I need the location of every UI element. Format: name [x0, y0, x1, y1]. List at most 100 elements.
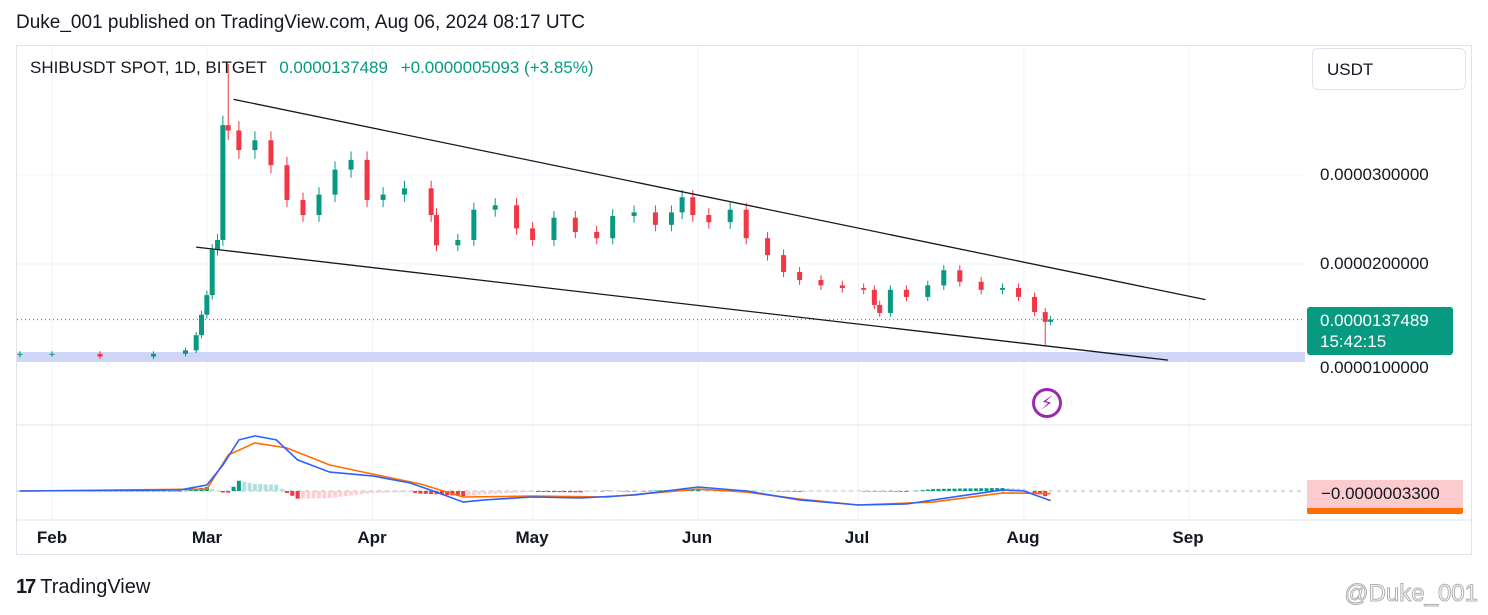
macd-histogram-bar [813, 491, 818, 492]
macd-histogram-bar [359, 491, 364, 495]
macd-histogram-bar [829, 491, 834, 492]
macd-histogram-bar [760, 490, 765, 492]
macd-histogram-bar [402, 491, 407, 493]
macd-histogram-bar [786, 491, 791, 492]
macd-histogram-bar [162, 491, 167, 492]
macd-value-label: −0.0000003300 [1307, 480, 1463, 508]
chart-frame[interactable] [16, 45, 1472, 555]
macd-histogram-bar [530, 491, 535, 492]
candle-body [861, 288, 867, 290]
macd-histogram-bar [172, 491, 177, 492]
candle-body [727, 209, 733, 223]
macd-histogram-bar [925, 489, 930, 491]
macd-histogram-bar [770, 490, 775, 492]
macd-histogram-bar [322, 491, 327, 499]
macd-histogram-bar [1016, 488, 1021, 491]
time-tick: Apr [357, 528, 387, 547]
macd-histogram-bar [391, 491, 396, 493]
publish-info: Duke_001 published on TradingView.com, A… [16, 12, 585, 33]
macd-histogram-bar [429, 491, 434, 495]
price-tick: 0.0000200000 [1320, 254, 1429, 273]
candle-body [225, 125, 231, 131]
macd-histogram-bar [872, 491, 877, 492]
candle-body [268, 140, 274, 166]
macd-histogram-bar [947, 488, 952, 491]
candle-body [1032, 296, 1038, 313]
candle-body [150, 353, 156, 357]
candle-body [887, 289, 893, 313]
lightning-bolt-icon[interactable]: ⚡︎ [1032, 388, 1062, 418]
macd-histogram-bar [600, 490, 605, 492]
macd-histogram-bar [333, 491, 338, 498]
macd-histogram-bar [103, 491, 108, 492]
tradingview-logo-icon: 17 [16, 576, 36, 598]
macd-histogram-bar [989, 488, 994, 491]
macd-histogram-bar [952, 488, 957, 491]
candle-body [193, 335, 199, 351]
macd-histogram-bar [455, 491, 460, 496]
candle-body [631, 212, 637, 216]
macd-histogram-bar [1032, 491, 1037, 493]
macd-histogram-bar [525, 491, 530, 493]
tradingview-logo[interactable]: 17 TradingView [16, 576, 150, 599]
candle-body [668, 212, 674, 225]
candle-body [97, 353, 103, 357]
macd-histogram-bar [114, 491, 119, 492]
macd-histogram-bar [626, 491, 631, 492]
macd-histogram-bar [883, 491, 888, 492]
macd-histogram-bar [306, 491, 311, 499]
currency-selector[interactable]: USDT [1312, 48, 1466, 90]
candle-body [610, 215, 616, 239]
macd-histogram-bar [979, 488, 984, 491]
candle-body [316, 194, 322, 216]
macd-histogram-bar [471, 491, 476, 496]
candle-body [594, 231, 600, 239]
macd-histogram-bar [135, 491, 140, 492]
candle-body [284, 165, 290, 200]
last-price-label: 0.0000137489 15:42:15 [1307, 307, 1453, 355]
macd-histogram-bar [931, 488, 936, 491]
macd-histogram-bar [957, 488, 962, 491]
price-change: +0.0000005093 (+3.85%) [400, 58, 594, 77]
macd-histogram-bar [995, 488, 1000, 491]
macd-histogram-bar [231, 486, 236, 491]
macd-histogram-bar [936, 488, 941, 491]
macd-histogram-bar [503, 491, 508, 494]
macd-line [19, 435, 1051, 506]
macd-histogram-bar [108, 491, 113, 492]
candle-body [551, 217, 557, 240]
macd-histogram-bar [413, 491, 418, 493]
macd-histogram-bar [792, 491, 797, 492]
macd-histogram-bar [648, 490, 653, 492]
macd-histogram-bar [861, 491, 866, 492]
candle-body [215, 239, 221, 250]
macd-histogram-bar [423, 491, 428, 494]
candle-body [455, 239, 461, 246]
candle-body [903, 289, 909, 297]
macd-histogram-bar [215, 490, 220, 492]
support-zone [17, 352, 1305, 362]
macd-histogram-bar [210, 488, 215, 491]
symbol-legend: SHIBUSDT SPOT, 1D, BITGET 0.0000137489 +… [30, 58, 594, 78]
macd-histogram-bar [877, 491, 882, 492]
candle-body [679, 197, 685, 213]
macd-histogram-bar [621, 491, 626, 492]
macd-histogram-bar [834, 491, 839, 492]
time-tick: Mar [191, 528, 223, 547]
macd-histogram-bar [567, 491, 572, 493]
macd-histogram-bar [915, 490, 920, 492]
macd-histogram-bar [562, 491, 567, 493]
candle-body [49, 353, 55, 355]
macd-histogram-bar [477, 491, 482, 495]
symbol-name[interactable]: SHIBUSDT SPOT, 1D, BITGET [30, 58, 267, 77]
macd-histogram-bar [498, 491, 503, 494]
candle-body [797, 272, 803, 281]
candle-body [925, 285, 931, 297]
last-price: 0.0000137489 [279, 58, 388, 77]
macd-histogram-bar [397, 491, 402, 493]
macd-histogram-bar [375, 491, 380, 493]
candle-body [428, 188, 434, 216]
macd-histogram-bar [546, 491, 551, 493]
macd-histogram-bar [183, 490, 188, 492]
